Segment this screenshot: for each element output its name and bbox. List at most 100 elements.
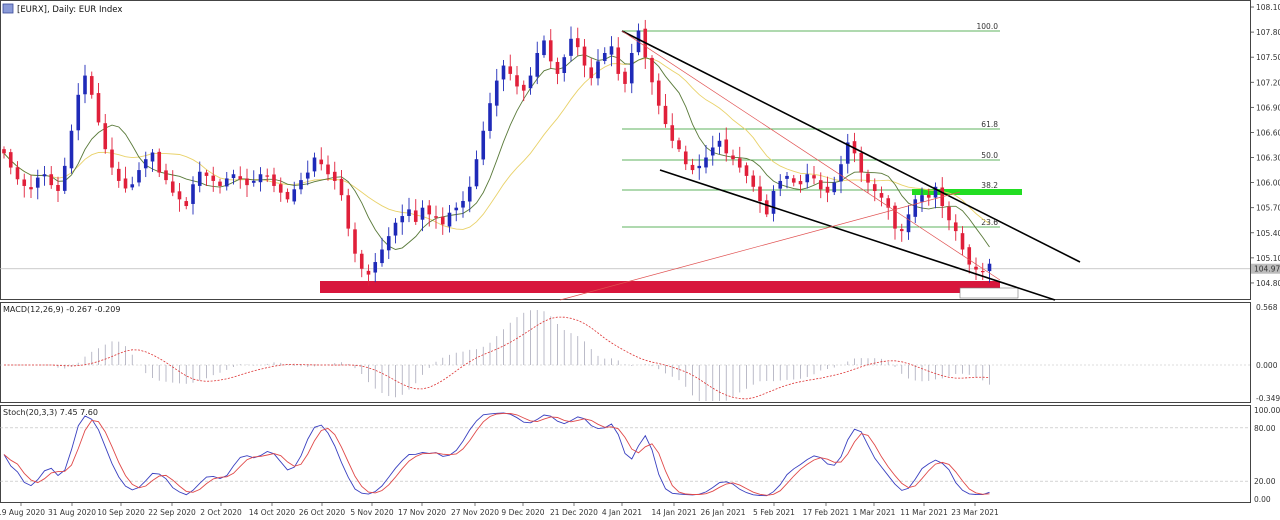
date-tick-label: 5 Feb 2021 (753, 508, 795, 517)
candle-body (22, 179, 27, 186)
candle-body (170, 181, 175, 193)
date-tick-label: 9 Dec 2020 (501, 508, 544, 517)
fib-label: 23.6 (981, 218, 998, 227)
candle-body (488, 103, 492, 131)
candle-body (751, 175, 756, 187)
candle-body (461, 201, 465, 208)
candle-body (832, 182, 837, 193)
candle-body (332, 171, 337, 181)
candle-body (974, 266, 978, 270)
candle-body (103, 123, 108, 150)
ma-slow-line (3, 57, 990, 230)
date-tick-label: 26 Jan 2021 (701, 508, 746, 517)
candle-body (710, 147, 715, 156)
support-zone (320, 281, 1000, 293)
main-layer: 100.0 61.8 50.0 38.2 23.6 (0, 19, 1250, 301)
candle-body (913, 199, 918, 217)
stoch-label: Stoch(20,3,3) 7.45 7.60 (3, 408, 98, 417)
candle-body (265, 175, 270, 177)
candle-body (778, 180, 783, 189)
candle-body (697, 165, 702, 169)
stoch-layer (0, 412, 1250, 497)
candle-body (305, 172, 310, 179)
candle-body (110, 149, 114, 168)
candle-body (474, 159, 479, 187)
candle-body (278, 184, 283, 193)
candle-body (879, 193, 884, 198)
candle-body (251, 180, 256, 183)
price-tick-label: 106.00 (1256, 179, 1280, 188)
date-tick-label: 19 Aug 2020 (0, 508, 45, 517)
candle-body (143, 159, 148, 169)
candle-body (272, 174, 276, 186)
candle-body (501, 65, 506, 80)
current-price-box (1251, 263, 1280, 274)
candle-body (197, 171, 202, 186)
chart-icon (2, 3, 14, 14)
date-tick-label: 31 Aug 2020 (48, 508, 96, 517)
chart-title: [EURX], Daily: EUR Index (17, 5, 122, 15)
candle-body (737, 158, 742, 168)
macd-pane[interactable] (0, 302, 1251, 403)
date-tick-label: 17 Nov 2020 (398, 508, 446, 517)
candle-body (515, 75, 519, 87)
date-tick-label: 27 Nov 2020 (451, 508, 499, 517)
candle-body (427, 205, 432, 215)
candle-body (893, 205, 897, 229)
candle-body (629, 53, 634, 84)
stoch-tick-label: 20.00 (1254, 477, 1276, 486)
candle-body (434, 216, 438, 218)
candle-body (177, 191, 182, 200)
candle-body (8, 152, 13, 168)
channel-lower (659, 169, 1056, 301)
candle-body (2, 149, 6, 154)
candle-body (636, 30, 641, 53)
date-tick-label: 5 Nov 2020 (350, 508, 393, 517)
price-tick-label: 105.70 (1256, 204, 1280, 213)
fib-label: 61.8 (981, 120, 998, 129)
candle-body (69, 130, 74, 169)
candle-body (164, 170, 168, 181)
price-tick-label: 107.80 (1256, 28, 1280, 37)
candle-body (859, 152, 864, 173)
date-tick-label: 4 Jan 2021 (602, 508, 642, 517)
candle-body (758, 186, 762, 202)
candle-body (926, 194, 931, 198)
candle-body (319, 159, 324, 165)
candle-body (137, 170, 141, 183)
price-tick-label: 106.60 (1256, 128, 1280, 137)
candle-body (947, 206, 951, 221)
candle-body (521, 84, 526, 91)
main-pane[interactable] (0, 0, 1251, 300)
macd-label: MACD(12,26,9) -0.267 -0.209 (3, 305, 120, 314)
candle-body (494, 80, 499, 106)
candle-body (609, 46, 614, 55)
candle-body (731, 155, 735, 160)
candle-body (872, 184, 877, 191)
candle-body (987, 263, 992, 272)
date-tick-label: 11 Mar 2021 (900, 508, 948, 517)
stoch-k-line (3, 412, 990, 497)
candle-body (542, 40, 546, 56)
candle-body (366, 270, 371, 275)
candle-body (555, 61, 560, 74)
candle-body (771, 190, 776, 214)
candle-body (683, 151, 688, 165)
candle-body (508, 66, 513, 74)
candle-body (191, 184, 195, 204)
price-tick-label: 106.90 (1256, 103, 1280, 112)
date-tick-label: 1 Mar 2021 (853, 508, 896, 517)
channel-upper (621, 30, 1081, 263)
candle-body (764, 200, 769, 215)
candle-body (575, 38, 580, 48)
candle-body (920, 195, 924, 202)
candle-body (899, 229, 904, 232)
date-tick-label: 10 Sep 2020 (97, 508, 145, 517)
macd-tick-label: 0.000 (1256, 361, 1278, 370)
candle-body (548, 40, 553, 62)
candle-body (56, 185, 60, 191)
candle-body (204, 172, 209, 176)
candle-body (596, 61, 600, 79)
